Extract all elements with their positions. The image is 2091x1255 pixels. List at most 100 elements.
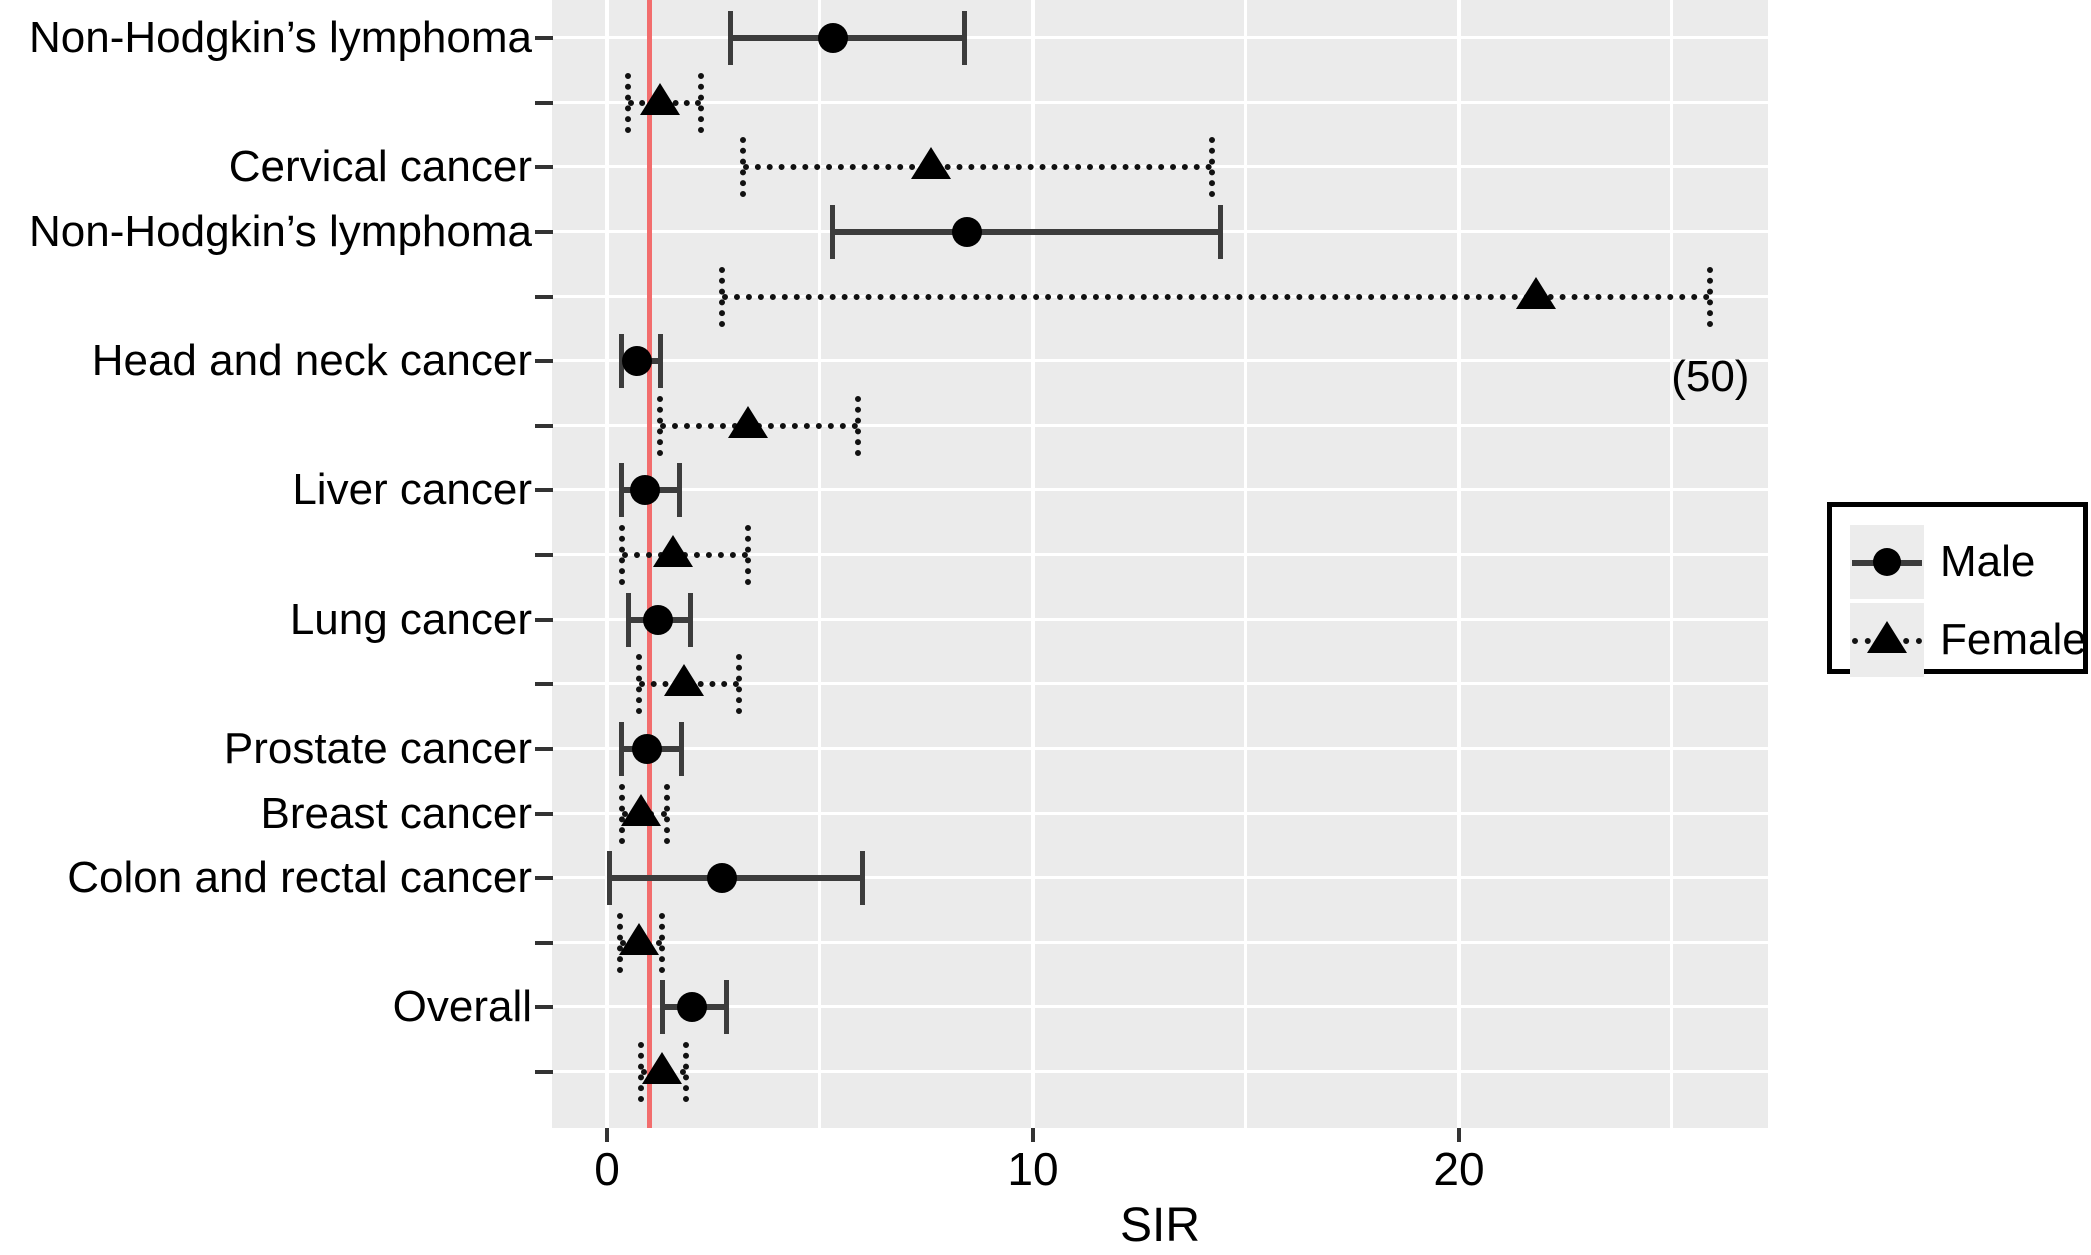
y-axis-label: Head and neck cancer: [91, 336, 532, 386]
data-point-male: [632, 733, 663, 764]
y-axis-tick: [535, 229, 553, 234]
y-axis-tick: [535, 811, 553, 816]
gridline-horizontal: [552, 100, 1768, 104]
y-axis-label: Liver cancer: [292, 465, 532, 515]
x-axis-tick-label: 10: [1007, 1143, 1059, 1195]
y-axis-label: Cervical cancer: [228, 142, 532, 192]
x-axis-tick-label: 20: [1433, 1143, 1485, 1195]
data-point-female: [621, 793, 662, 826]
data-point-female: [618, 922, 659, 955]
gridline-vertical: [605, 0, 609, 1128]
y-axis-label: Breast cancer: [260, 788, 532, 838]
x-axis-tick: [1031, 1128, 1035, 1142]
gridline-horizontal: [552, 359, 1768, 363]
gridline-horizontal: [552, 423, 1768, 427]
y-axis-tick: [535, 294, 553, 299]
gridline-horizontal: [552, 617, 1768, 621]
gridline-horizontal: [552, 488, 1768, 492]
data-point-male: [951, 216, 982, 247]
gridline-horizontal: [552, 1070, 1768, 1074]
error-bar-cap: [625, 592, 631, 647]
y-axis-tick: [535, 165, 553, 170]
error-bar-cap: [687, 592, 693, 647]
y-axis-tick: [535, 36, 553, 40]
error-bar-cap: [659, 980, 665, 1035]
error-bar-cap: [682, 1042, 689, 1103]
data-point-female: [642, 1052, 683, 1085]
legend: Male Female: [1827, 502, 2088, 677]
error-bar-line: [743, 164, 1212, 171]
error-bar-cap: [719, 266, 726, 327]
y-axis-tick: [535, 940, 553, 945]
error-bar-cap: [659, 912, 666, 973]
error-bar-line: [722, 293, 1711, 300]
y-axis-tick: [535, 488, 553, 493]
error-bar-cap: [744, 525, 751, 586]
gridline-vertical: [1457, 0, 1461, 1128]
error-bar-cap: [657, 395, 664, 456]
gridline-horizontal: [552, 876, 1768, 880]
legend-key-male: [1850, 525, 1924, 599]
gridline-vertical: [1670, 0, 1673, 1128]
error-bar-line: [832, 228, 1221, 235]
y-axis-tick: [535, 876, 553, 881]
legend-key-female: [1850, 603, 1924, 677]
gridline-horizontal: [552, 553, 1768, 557]
y-axis-tick: [535, 553, 553, 558]
y-axis-tick: [535, 1070, 553, 1075]
y-axis-label: Non-Hodgkin’s lymphoma: [29, 13, 532, 62]
gridline-vertical: [1244, 0, 1247, 1128]
error-bar-cap: [1707, 266, 1714, 327]
error-bar-cap: [676, 463, 682, 518]
x-axis-tick: [605, 1128, 609, 1142]
error-bar-cap: [736, 654, 743, 715]
x-axis-tick: [1457, 1128, 1461, 1142]
error-bar-cap: [619, 721, 625, 776]
gridline-vertical: [818, 0, 821, 1128]
data-point-female: [910, 147, 951, 180]
error-bar-cap: [606, 851, 612, 906]
y-axis-tick: [535, 100, 553, 105]
data-point-male: [677, 992, 708, 1023]
y-axis-tick: [535, 746, 553, 751]
error-bar-cap: [723, 980, 729, 1035]
data-point-female: [653, 535, 694, 568]
gridline-horizontal: [552, 682, 1768, 686]
legend-label-male: Male: [1940, 537, 2036, 586]
female-triangle-icon: [1867, 621, 1907, 653]
y-axis-tick: [535, 682, 553, 687]
error-bar-cap: [728, 11, 734, 65]
error-bar-cap: [860, 851, 866, 906]
error-bar-cap: [830, 204, 836, 259]
gridline-vertical: [1031, 0, 1035, 1128]
data-point-male: [817, 23, 848, 53]
x-axis-title: SIR: [1119, 1199, 1201, 1252]
error-bar-cap: [962, 11, 968, 65]
y-axis-tick: [535, 423, 553, 428]
error-bar-cap: [1208, 137, 1215, 198]
error-bar-cap: [635, 654, 642, 715]
data-point-male: [630, 475, 661, 506]
y-axis-label: Lung cancer: [289, 594, 532, 644]
gridline-horizontal: [552, 36, 1768, 39]
y-axis-label: Colon and rectal cancer: [67, 853, 532, 903]
data-point-female: [727, 405, 768, 438]
y-axis-label: Non-Hodgkin’s lymphoma: [29, 206, 532, 256]
data-point-female: [663, 664, 704, 697]
error-bar-cap: [638, 1042, 645, 1103]
x-axis-tick-label: 0: [594, 1143, 620, 1195]
reference-line: [647, 0, 653, 1128]
legend-label-female: Female: [1940, 615, 2087, 664]
error-bar-cap: [679, 721, 685, 776]
y-axis-label: Prostate cancer: [223, 723, 532, 773]
y-axis-tick: [535, 617, 553, 622]
plot-panel: [552, 0, 1768, 1128]
gridline-horizontal: [552, 1005, 1768, 1009]
annotation-label: (50): [1671, 351, 1750, 401]
y-axis-tick: [535, 359, 553, 364]
data-point-female: [640, 82, 681, 115]
data-point-male: [643, 604, 674, 635]
data-point-male: [621, 346, 652, 377]
error-bar-cap: [855, 395, 862, 456]
